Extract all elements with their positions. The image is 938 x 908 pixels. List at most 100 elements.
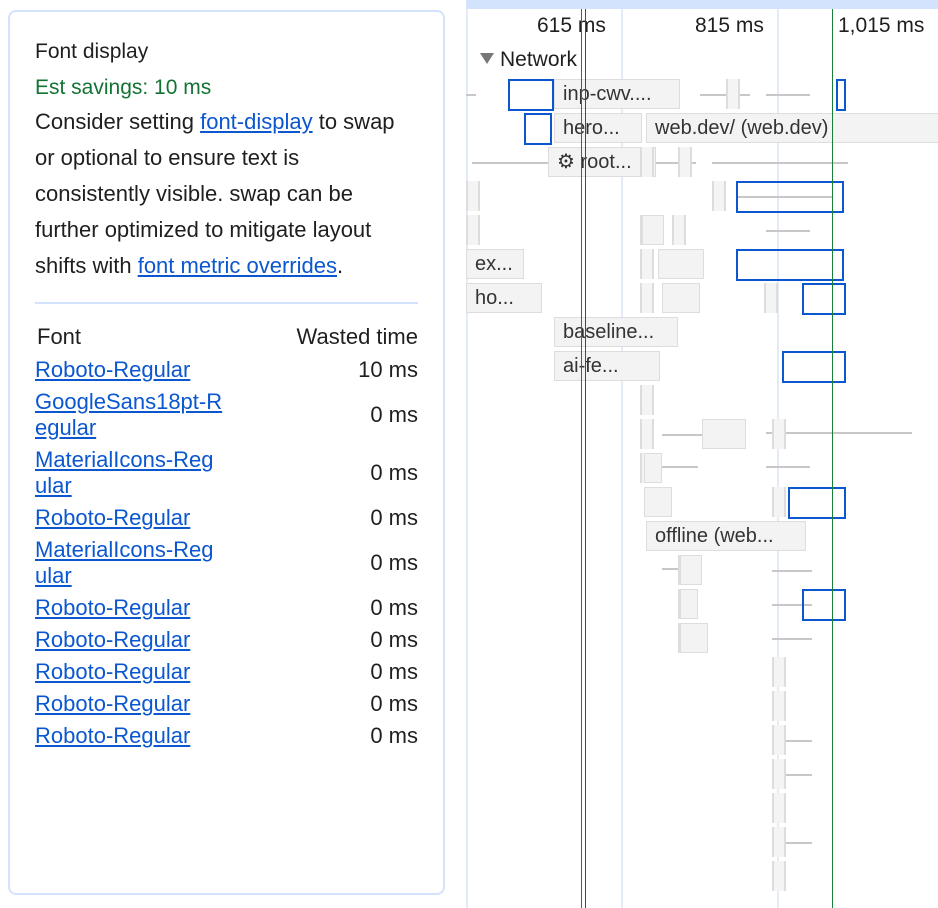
font-cell: Roboto-Regular bbox=[35, 624, 267, 656]
network-request[interactable] bbox=[772, 691, 786, 721]
request-whisker bbox=[662, 434, 702, 436]
table-row: Roboto-Regular 10 ms bbox=[35, 354, 418, 386]
font-link[interactable]: Roboto-Regular bbox=[35, 691, 191, 716]
network-request[interactable] bbox=[764, 283, 778, 313]
network-request[interactable] bbox=[772, 487, 786, 517]
table-row: Roboto-Regular 0 ms bbox=[35, 592, 418, 624]
network-request[interactable]: baseline... bbox=[554, 317, 678, 347]
network-request[interactable] bbox=[772, 793, 786, 823]
selected-request[interactable] bbox=[508, 79, 554, 111]
request-whisker bbox=[736, 196, 832, 198]
network-request[interactable]: inp-cwv.... bbox=[554, 79, 680, 109]
table-row: Roboto-Regular 0 ms bbox=[35, 720, 418, 752]
network-request[interactable] bbox=[658, 249, 704, 279]
selected-request[interactable] bbox=[836, 79, 846, 111]
network-request[interactable] bbox=[702, 419, 746, 449]
marker-line bbox=[832, 9, 833, 908]
network-request[interactable] bbox=[680, 555, 702, 585]
network-request[interactable] bbox=[680, 589, 698, 619]
network-request[interactable] bbox=[640, 249, 654, 279]
network-request[interactable] bbox=[466, 181, 480, 211]
network-request[interactable] bbox=[680, 623, 708, 653]
selected-request[interactable] bbox=[802, 589, 846, 621]
network-track-header[interactable]: Network bbox=[480, 48, 577, 72]
marker-line bbox=[581, 9, 582, 908]
network-request[interactable] bbox=[644, 487, 672, 517]
table-row: Roboto-Regular 0 ms bbox=[35, 688, 418, 720]
network-request[interactable] bbox=[772, 657, 786, 687]
selected-request[interactable] bbox=[782, 351, 846, 383]
network-request[interactable] bbox=[712, 181, 726, 211]
font-display-link[interactable]: font-display bbox=[200, 109, 313, 134]
font-cell: Roboto-Regular bbox=[35, 592, 267, 624]
network-request[interactable]: ex... bbox=[466, 249, 524, 279]
est-savings: Est savings: 10 ms bbox=[35, 76, 212, 99]
wasted-time: 0 ms bbox=[370, 691, 418, 716]
network-request[interactable] bbox=[640, 419, 654, 449]
network-request[interactable] bbox=[772, 419, 786, 449]
selected-request[interactable] bbox=[524, 113, 552, 145]
font-link[interactable]: MaterialIcons-Regular bbox=[35, 447, 214, 498]
network-request[interactable] bbox=[640, 283, 654, 313]
collapse-triangle-icon[interactable] bbox=[480, 53, 494, 64]
network-request[interactable]: web.dev/ (web.dev) bbox=[646, 113, 938, 143]
network-request[interactable]: offline (web... bbox=[646, 521, 806, 551]
selected-request[interactable] bbox=[788, 487, 846, 519]
table-row: GoogleSans18pt-Regular 0 ms bbox=[35, 386, 418, 444]
font-link[interactable]: Roboto-Regular bbox=[35, 595, 191, 620]
network-request[interactable]: ⚙ root... bbox=[548, 147, 656, 177]
table-row: MaterialIcons-Regular 0 ms bbox=[35, 444, 418, 502]
desc-text: to swap or optional to ensure text is co… bbox=[35, 109, 395, 278]
request-whisker bbox=[656, 162, 696, 164]
network-request[interactable]: ho... bbox=[466, 283, 542, 313]
table-row: Roboto-Regular 0 ms bbox=[35, 656, 418, 688]
selected-request[interactable] bbox=[736, 181, 844, 213]
timeline-overview-strip[interactable] bbox=[466, 0, 938, 9]
network-request[interactable]: hero... bbox=[554, 113, 642, 143]
request-whisker bbox=[766, 230, 810, 232]
marker-line bbox=[585, 9, 586, 908]
font-link[interactable]: Roboto-Regular bbox=[35, 659, 191, 684]
column-header-font: Font bbox=[37, 324, 82, 349]
network-request[interactable] bbox=[772, 827, 786, 857]
request-whisker bbox=[712, 162, 848, 164]
font-cell: Roboto-Regular bbox=[35, 656, 267, 688]
request-whisker bbox=[662, 568, 680, 570]
request-whisker bbox=[772, 638, 812, 640]
font-cell: Roboto-Regular bbox=[35, 688, 267, 720]
network-request[interactable] bbox=[772, 861, 786, 891]
request-whisker bbox=[766, 466, 810, 468]
selected-request[interactable] bbox=[736, 249, 844, 281]
network-request[interactable] bbox=[642, 215, 664, 245]
font-link[interactable]: Roboto-Regular bbox=[35, 505, 191, 530]
network-request[interactable] bbox=[726, 79, 740, 109]
selected-request[interactable] bbox=[802, 283, 846, 315]
wasted-time: 0 ms bbox=[370, 505, 418, 530]
network-request[interactable] bbox=[672, 215, 686, 245]
network-request[interactable]: ai-fe... bbox=[554, 351, 660, 381]
network-request[interactable] bbox=[772, 725, 786, 755]
network-request[interactable] bbox=[640, 147, 654, 177]
font-link[interactable]: Roboto-Regular bbox=[35, 723, 191, 748]
network-request[interactable] bbox=[678, 147, 692, 177]
font-link[interactable]: GoogleSans18pt-Regular bbox=[35, 389, 223, 440]
timeline-panel[interactable]: 615 ms 815 ms 1,015 ms Network inp-cwv..… bbox=[466, 0, 938, 908]
network-request[interactable] bbox=[772, 759, 786, 789]
network-request[interactable] bbox=[466, 215, 480, 245]
font-link[interactable]: Roboto-Regular bbox=[35, 627, 191, 652]
font-cell: Roboto-Regular bbox=[35, 720, 267, 752]
network-request[interactable] bbox=[644, 453, 662, 483]
font-display-panel: Font display Est savings: 10 ms Consider… bbox=[8, 10, 445, 895]
wasted-time: 0 ms bbox=[370, 460, 418, 485]
network-request[interactable] bbox=[640, 385, 654, 415]
request-whisker bbox=[772, 570, 812, 572]
font-metric-overrides-link[interactable]: font metric overrides bbox=[137, 253, 337, 278]
font-cell: MaterialIcons-Regular bbox=[35, 534, 267, 592]
wasted-time: 0 ms bbox=[370, 595, 418, 620]
font-link[interactable]: Roboto-Regular bbox=[35, 357, 191, 382]
desc-text: . bbox=[337, 253, 344, 278]
request-whisker bbox=[772, 604, 812, 606]
font-link[interactable]: MaterialIcons-Regular bbox=[35, 537, 214, 588]
wasted-time: 0 ms bbox=[370, 550, 418, 575]
network-request[interactable] bbox=[662, 283, 700, 313]
